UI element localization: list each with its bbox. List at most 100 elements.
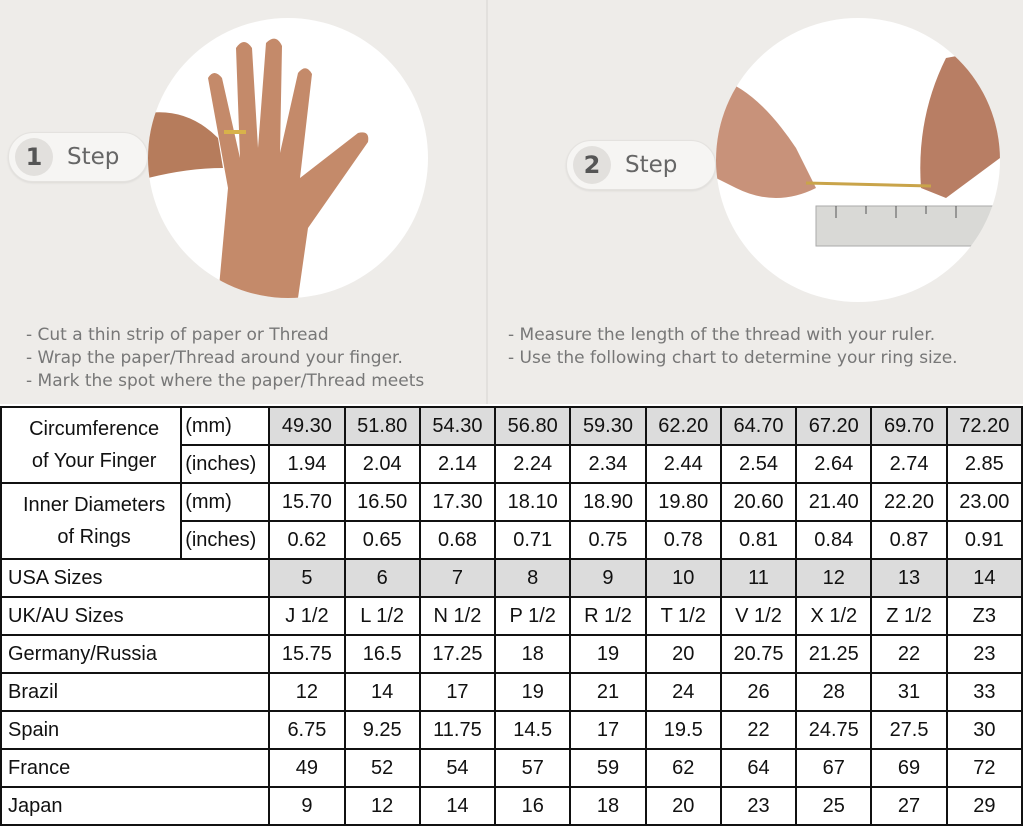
- size-cell: 27: [870, 786, 948, 826]
- circumference-label: Circumference of Your Finger: [0, 406, 183, 484]
- size-cell: Z 1/2: [870, 596, 948, 636]
- table-row: France 49 52 54 57 59 62 64 67 69 72: [0, 748, 1023, 788]
- size-cell: 56.80: [494, 406, 572, 446]
- size-cell: 9: [569, 558, 647, 598]
- size-cell: 20.75: [719, 634, 798, 674]
- instruction-line: - Wrap the paper/Thread around your fing…: [26, 348, 403, 368]
- size-cell: 2.44: [644, 444, 722, 484]
- size-cell: 72.20: [945, 406, 1023, 446]
- size-cell: L 1/2: [343, 596, 421, 636]
- size-cell: 16.50: [343, 482, 421, 522]
- size-cell: 22: [719, 710, 798, 750]
- ruler-icon: [716, 48, 1000, 247]
- size-cell: 17.30: [418, 482, 497, 522]
- size-cell: 0.84: [795, 520, 873, 560]
- size-cell: 0.91: [945, 520, 1023, 560]
- size-cell: 67: [795, 748, 873, 788]
- hand-icon: [148, 38, 369, 298]
- step-label: Step: [625, 152, 678, 178]
- size-cell: 69.70: [870, 406, 948, 446]
- size-cell: 59: [569, 748, 647, 788]
- size-cell: 17: [418, 672, 497, 712]
- size-cell: 17: [569, 710, 647, 750]
- size-cell: 18: [569, 786, 647, 826]
- size-cell: 2.54: [719, 444, 798, 484]
- size-cell: 23: [945, 634, 1023, 674]
- step-1-panel: 1 Step - Cut a thin strip of paper or Th…: [0, 0, 484, 404]
- size-cell: 57: [494, 748, 572, 788]
- row-label: UK/AU Sizes: [0, 596, 271, 636]
- size-cell: 23: [719, 786, 798, 826]
- size-cell: 59.30: [569, 406, 647, 446]
- size-cell: 14: [343, 672, 421, 712]
- step-2-panel: 2 Step - Measure the length of the threa…: [486, 0, 1023, 404]
- size-cell: 12: [268, 672, 346, 712]
- size-cell: 30: [945, 710, 1023, 750]
- unit-label: (inches): [180, 444, 271, 484]
- row-label: Germany/Russia: [0, 634, 271, 674]
- size-cell: 24: [644, 672, 722, 712]
- size-cell: 33: [945, 672, 1023, 712]
- step-2-badge: 2 Step: [566, 140, 716, 190]
- size-cell: 15.75: [268, 634, 346, 674]
- instruction-line: - Measure the length of the thread with …: [508, 325, 936, 345]
- size-cell: 19.80: [644, 482, 722, 522]
- table-row: Inner Diameters of Rings (mm) 15.70 16.50 17.…: [0, 482, 1023, 560]
- size-cell: 22: [870, 634, 948, 674]
- size-cell: 62.20: [644, 406, 722, 446]
- size-cell: 26: [719, 672, 798, 712]
- ruler-measuring-illustration: [716, 18, 1000, 302]
- size-cell: 19: [569, 634, 647, 674]
- step-label: Step: [67, 144, 120, 170]
- table-row: Circumference of Your Finger (mm) 49.30 51.8…: [0, 406, 1023, 484]
- size-cell: 16.5: [343, 634, 421, 674]
- size-cell: 49.30: [268, 406, 346, 446]
- size-cell: 11.75: [418, 710, 497, 750]
- size-cell: Z3: [945, 596, 1023, 636]
- size-cell: 14: [418, 786, 497, 826]
- size-cell: 20: [644, 634, 722, 674]
- size-cell: X 1/2: [795, 596, 873, 636]
- size-cell: 1.94: [268, 444, 346, 484]
- size-cell: 2.04: [343, 444, 421, 484]
- size-cell: 19: [494, 672, 572, 712]
- size-cell: 64: [719, 748, 798, 788]
- instruction-line: - Use the following chart to determine y…: [508, 348, 958, 368]
- label-line: Circumference: [29, 418, 160, 440]
- size-cell: 54.30: [418, 406, 497, 446]
- size-cell: 54: [418, 748, 497, 788]
- ring-size-table: Circumference of Your Finger (mm) 49.30 51.8…: [0, 406, 1023, 826]
- row-label: Japan: [0, 786, 271, 826]
- size-cell: 19.5: [644, 710, 722, 750]
- size-cell: 72: [945, 748, 1023, 788]
- size-cell: 0.65: [343, 520, 421, 560]
- unit-label: (mm): [180, 406, 271, 446]
- size-cell: 5: [268, 558, 346, 598]
- size-cell: 8: [494, 558, 572, 598]
- size-cell: 21.40: [795, 482, 873, 522]
- hand-measuring-illustration: [148, 18, 428, 298]
- size-cell: 17.25: [418, 634, 497, 674]
- size-cell: 27.5: [870, 710, 948, 750]
- unit-label: (mm): [180, 482, 271, 522]
- size-cell: 24.75: [795, 710, 873, 750]
- size-cell: 21: [569, 672, 647, 712]
- size-cell: 9.25: [343, 710, 421, 750]
- size-cell: 64.70: [719, 406, 798, 446]
- table-row: Spain 6.75 9.25 11.75 14.5 17 19.5 22 24.75 27.5 3…: [0, 710, 1023, 750]
- size-cell: 0.71: [494, 520, 572, 560]
- size-cell: 0.75: [569, 520, 647, 560]
- size-cell: 18: [494, 634, 572, 674]
- size-cell: 51.80: [343, 406, 421, 446]
- size-cell: R 1/2: [569, 596, 647, 636]
- diameter-label: Inner Diameters of Rings: [0, 482, 183, 560]
- label-line: of Rings: [57, 526, 131, 548]
- size-cell: 11: [719, 558, 798, 598]
- size-cell: 62: [644, 748, 722, 788]
- table-row: (inches) 0.62 0.65 0.68 0.71 0.75 0.78 0.81 0.84…: [1, 520, 1023, 560]
- size-cell: P 1/2: [494, 596, 572, 636]
- row-label: USA Sizes: [0, 558, 271, 598]
- size-cell: 2.64: [795, 444, 873, 484]
- size-cell: 15.70: [268, 482, 346, 522]
- table-row: (inches) 1.94 2.04 2.14 2.24 2.34 2.44 2.54 2.64…: [1, 444, 1023, 484]
